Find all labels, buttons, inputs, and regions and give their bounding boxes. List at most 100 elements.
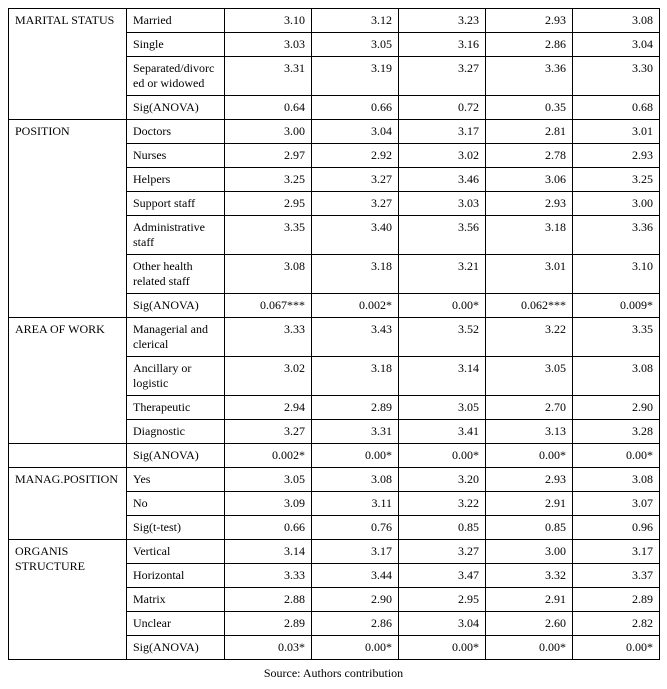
value-cell: 3.04 (573, 33, 660, 57)
category-cell: Sig(t-test) (127, 516, 225, 540)
value-cell: 2.90 (312, 588, 399, 612)
section-label-empty (9, 444, 127, 468)
value-cell: 2.90 (573, 396, 660, 420)
category-cell: Yes (127, 468, 225, 492)
value-cell: 3.08 (573, 468, 660, 492)
table-row: MARITAL STATUS Married 3.10 3.12 3.23 2.… (9, 9, 660, 33)
value-cell: 2.78 (486, 144, 573, 168)
value-cell: 3.08 (312, 468, 399, 492)
category-cell: Unclear (127, 612, 225, 636)
category-cell: Single (127, 33, 225, 57)
value-cell: 2.91 (486, 492, 573, 516)
value-cell: 3.17 (312, 540, 399, 564)
value-cell: 3.22 (399, 492, 486, 516)
value-cell: 3.18 (486, 216, 573, 255)
value-cell: 2.86 (312, 612, 399, 636)
value-cell: 3.32 (486, 564, 573, 588)
value-cell: 2.70 (486, 396, 573, 420)
value-cell: 0.85 (486, 516, 573, 540)
value-cell: 3.31 (225, 57, 312, 96)
value-cell: 3.10 (573, 255, 660, 294)
value-cell: 3.25 (573, 168, 660, 192)
value-cell: 3.12 (312, 9, 399, 33)
category-cell: Helpers (127, 168, 225, 192)
value-cell: 3.27 (399, 57, 486, 96)
value-cell: 3.04 (312, 120, 399, 144)
value-cell: 0.66 (225, 516, 312, 540)
value-cell: 0.067*** (225, 294, 312, 318)
section-label: ORGANIS STRUCTURE (9, 540, 127, 660)
value-cell: 2.93 (486, 9, 573, 33)
value-cell: 0.002* (225, 444, 312, 468)
value-cell: 0.68 (573, 96, 660, 120)
category-cell: Managerial and clerical (127, 318, 225, 357)
value-cell: 3.14 (225, 540, 312, 564)
value-cell: 0.009* (573, 294, 660, 318)
value-cell: 2.89 (312, 396, 399, 420)
table-row: AREA OF WORK Managerial and clerical 3.3… (9, 318, 660, 357)
value-cell: 3.25 (225, 168, 312, 192)
category-cell: Administrative staff (127, 216, 225, 255)
value-cell: 3.52 (399, 318, 486, 357)
value-cell: 2.60 (486, 612, 573, 636)
category-cell: Diagnostic (127, 420, 225, 444)
category-cell: Other health related staff (127, 255, 225, 294)
value-cell: 0.062*** (486, 294, 573, 318)
value-cell: 3.36 (486, 57, 573, 96)
category-cell: No (127, 492, 225, 516)
value-cell: 0.96 (573, 516, 660, 540)
value-cell: 3.01 (573, 120, 660, 144)
value-cell: 3.08 (573, 357, 660, 396)
value-cell: 0.00* (573, 636, 660, 660)
value-cell: 3.00 (573, 192, 660, 216)
value-cell: 3.07 (573, 492, 660, 516)
value-cell: 3.04 (399, 612, 486, 636)
category-cell: Married (127, 9, 225, 33)
value-cell: 3.28 (573, 420, 660, 444)
value-cell: 3.33 (225, 318, 312, 357)
value-cell: 2.81 (486, 120, 573, 144)
value-cell: 3.37 (573, 564, 660, 588)
value-cell: 0.00* (486, 636, 573, 660)
value-cell: 3.21 (399, 255, 486, 294)
table-row: ORGANIS STRUCTURE Vertical 3.14 3.17 3.2… (9, 540, 660, 564)
value-cell: 0.00* (312, 636, 399, 660)
value-cell: 3.27 (312, 192, 399, 216)
category-cell: Nurses (127, 144, 225, 168)
value-cell: 0.00* (486, 444, 573, 468)
value-cell: 0.00* (312, 444, 399, 468)
value-cell: 3.20 (399, 468, 486, 492)
section-label: AREA OF WORK (9, 318, 127, 444)
value-cell: 3.43 (312, 318, 399, 357)
value-cell: 2.82 (573, 612, 660, 636)
category-cell: Horizontal (127, 564, 225, 588)
value-cell: 0.00* (399, 294, 486, 318)
value-cell: 3.02 (399, 144, 486, 168)
value-cell: 3.13 (486, 420, 573, 444)
category-cell: Sig(ANOVA) (127, 294, 225, 318)
value-cell: 0.35 (486, 96, 573, 120)
value-cell: 0.66 (312, 96, 399, 120)
value-cell: 3.18 (312, 357, 399, 396)
value-cell: 3.22 (486, 318, 573, 357)
value-cell: 0.00* (573, 444, 660, 468)
value-cell: 2.93 (486, 468, 573, 492)
table-row: MANAG.POSITION Yes 3.05 3.08 3.20 2.93 3… (9, 468, 660, 492)
value-cell: 3.19 (312, 57, 399, 96)
value-cell: 3.30 (573, 57, 660, 96)
category-cell: Matrix (127, 588, 225, 612)
section-label: POSITION (9, 120, 127, 318)
value-cell: 3.36 (573, 216, 660, 255)
value-cell: 3.31 (312, 420, 399, 444)
value-cell: 3.05 (486, 357, 573, 396)
value-cell: 3.09 (225, 492, 312, 516)
category-cell: Sig(ANOVA) (127, 96, 225, 120)
data-table: MARITAL STATUS Married 3.10 3.12 3.23 2.… (8, 8, 660, 660)
value-cell: 3.47 (399, 564, 486, 588)
value-cell: 2.92 (312, 144, 399, 168)
value-cell: 3.08 (225, 255, 312, 294)
value-cell: 3.03 (399, 192, 486, 216)
value-cell: 3.56 (399, 216, 486, 255)
value-cell: 3.05 (225, 468, 312, 492)
value-cell: 2.91 (486, 588, 573, 612)
